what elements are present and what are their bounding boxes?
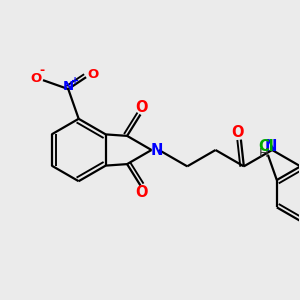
Text: O: O [30,72,41,85]
Text: N: N [63,80,74,94]
Text: Cl: Cl [259,139,274,154]
Text: N: N [265,139,277,154]
Text: +: + [71,76,79,86]
Text: O: O [136,184,148,200]
Text: O: O [136,100,148,116]
Text: H: H [259,147,269,160]
Text: N: N [151,142,163,158]
Text: -: - [39,64,44,77]
Text: O: O [232,125,244,140]
Text: O: O [87,68,98,81]
